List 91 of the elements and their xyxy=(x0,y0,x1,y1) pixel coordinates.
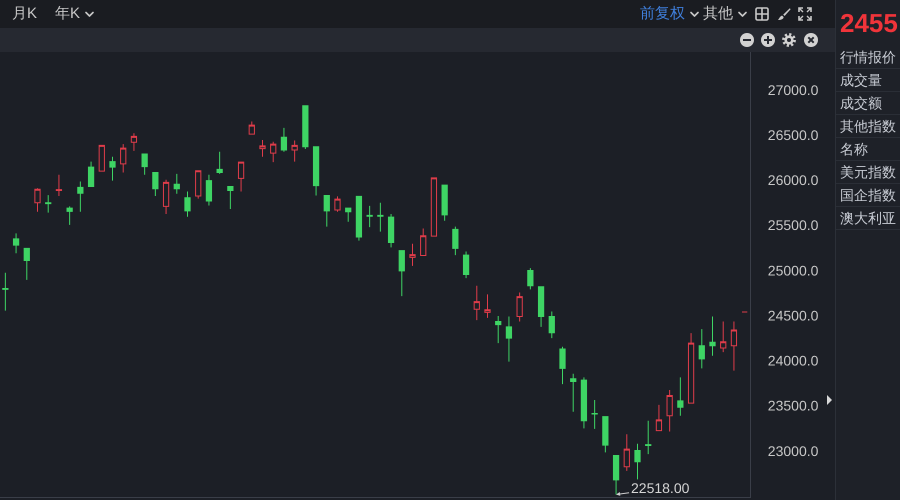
candlestick xyxy=(227,186,234,210)
candlestick xyxy=(592,399,598,430)
candlestick xyxy=(259,140,266,158)
text: 前复权 xyxy=(640,5,685,23)
candlestick xyxy=(88,161,94,188)
y-tick-label: 25000.0 xyxy=(768,262,819,278)
candlestick xyxy=(720,320,726,353)
candlestick xyxy=(698,328,705,369)
candlestick xyxy=(730,320,738,372)
candlestick xyxy=(634,443,641,480)
candlestick xyxy=(602,416,608,453)
candlestick xyxy=(495,316,502,344)
candlestick xyxy=(388,214,394,248)
candlestick xyxy=(420,228,426,256)
y-tick-label: 24500.0 xyxy=(768,307,819,324)
candlestick xyxy=(688,332,694,404)
y-tick-label: 24000.0 xyxy=(768,352,819,369)
candlestick xyxy=(280,127,288,152)
text: 名称 xyxy=(836,138,900,161)
y-tick-label: 23000.0 xyxy=(768,442,819,459)
candlestick xyxy=(292,140,298,162)
candlestick xyxy=(377,202,384,232)
candlestick xyxy=(77,181,84,212)
candlestick xyxy=(538,286,544,328)
y-tick-label: 27000.0 xyxy=(768,82,819,98)
candlestick xyxy=(356,195,362,242)
candlestick xyxy=(334,196,341,212)
candlestick xyxy=(430,176,438,238)
candlestick xyxy=(45,194,52,214)
candlestick xyxy=(474,285,480,321)
candlestick xyxy=(677,376,684,416)
candlestick xyxy=(570,373,576,412)
candlestick xyxy=(506,316,512,362)
text: 行情报价 xyxy=(836,46,900,69)
candlestick xyxy=(559,346,566,385)
y-tick-label: 26500.0 xyxy=(768,126,819,143)
text: 其他 xyxy=(703,5,733,23)
candlestick xyxy=(24,247,30,280)
candlestick xyxy=(2,272,8,312)
text: 月K xyxy=(12,5,38,23)
candlestick xyxy=(398,250,405,297)
text: 国企指数 xyxy=(836,184,900,207)
candlestick xyxy=(580,376,588,429)
candlestick xyxy=(174,173,180,194)
candlestick xyxy=(462,250,470,279)
text: 其他指数 xyxy=(836,115,900,138)
candlestick xyxy=(130,132,138,152)
text: 2455 xyxy=(840,8,898,38)
candlestick xyxy=(34,188,41,212)
candlestick xyxy=(12,232,20,254)
candlestick xyxy=(527,268,534,290)
candlestick xyxy=(345,207,352,222)
candlestick xyxy=(142,153,148,176)
candlestick xyxy=(452,226,458,256)
candlestick xyxy=(109,156,116,182)
candlestick xyxy=(645,420,652,455)
candlestick xyxy=(484,294,491,318)
candlestick xyxy=(656,404,662,432)
candlestick xyxy=(324,194,330,228)
candlestick xyxy=(302,104,308,150)
candlestick xyxy=(516,292,523,322)
candlestick xyxy=(442,184,448,222)
candlestick xyxy=(56,174,62,196)
candlestick xyxy=(709,316,716,356)
candlestick xyxy=(312,146,320,196)
text: 成交额 xyxy=(836,92,900,115)
y-tick-label: 23500.0 xyxy=(768,398,819,414)
candlestick xyxy=(216,151,223,174)
candlestick xyxy=(162,179,170,215)
candlestick xyxy=(184,190,191,218)
text: 年K xyxy=(55,5,80,23)
candlestick xyxy=(624,434,630,472)
candlestick xyxy=(152,172,158,196)
text: 美元指数 xyxy=(836,161,900,184)
candlestick xyxy=(248,121,255,136)
candlestick xyxy=(120,144,126,173)
annotation: 22518.00 xyxy=(631,480,690,496)
candlestick xyxy=(409,243,416,266)
candlestick xyxy=(548,311,555,339)
candlestick xyxy=(98,144,105,172)
candlestick xyxy=(66,206,73,226)
text: 澳大利亚 xyxy=(836,207,900,230)
y-tick-label: 25500.0 xyxy=(768,217,819,234)
candlestick xyxy=(206,174,212,206)
candlestick xyxy=(666,390,673,432)
candlestick xyxy=(238,161,244,192)
candlestick xyxy=(366,205,373,228)
candlestick xyxy=(270,141,276,163)
y-tick-label: 26000.0 xyxy=(768,172,819,188)
candlestick xyxy=(195,170,202,200)
text: 成交量 xyxy=(836,69,900,92)
